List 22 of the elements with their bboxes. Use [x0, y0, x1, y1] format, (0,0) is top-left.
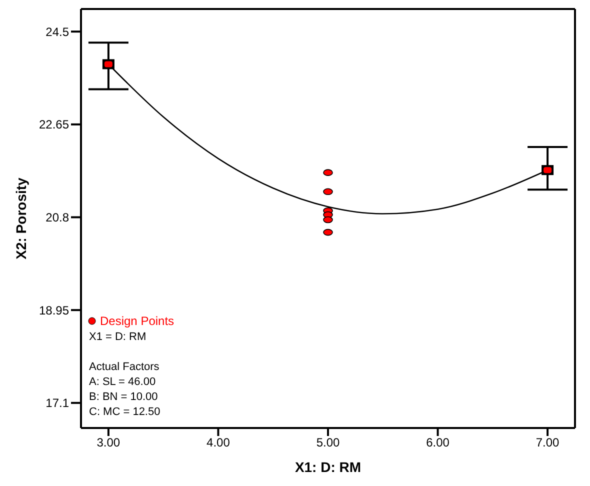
y-tick-label: 18.95 — [38, 303, 70, 318]
x-tick-label: 7.00 — [536, 436, 560, 450]
point — [323, 216, 333, 224]
annotation: Actual Factors — [89, 360, 160, 375]
x-tick-label: 4.00 — [206, 436, 230, 450]
y-axis-title: X2: Porosity — [12, 177, 29, 260]
point — [323, 188, 333, 196]
y-tick-label: 24.5 — [46, 24, 70, 39]
legend-label: Design Points — [100, 314, 174, 328]
point — [323, 228, 333, 236]
annotation: X1 = D: RM — [89, 330, 148, 345]
point — [323, 169, 333, 176]
x-tick-label: 5.00 — [316, 436, 340, 450]
annotation: A: SL = 46.00 — [89, 375, 157, 390]
y-tick-label: 20.8 — [46, 210, 70, 225]
y-tick-label: 22.65 — [38, 118, 70, 132]
x-tick-label: 6.00 — [426, 436, 450, 450]
annotation: B: BN = 10.00 — [89, 390, 159, 405]
annotation: C: MC = 12.50 — [89, 405, 160, 420]
x-tick-label: 3.00 — [96, 436, 120, 450]
x-axis-title: X1: D: RM — [294, 459, 362, 475]
y-tick-label: 17.1 — [46, 396, 70, 410]
